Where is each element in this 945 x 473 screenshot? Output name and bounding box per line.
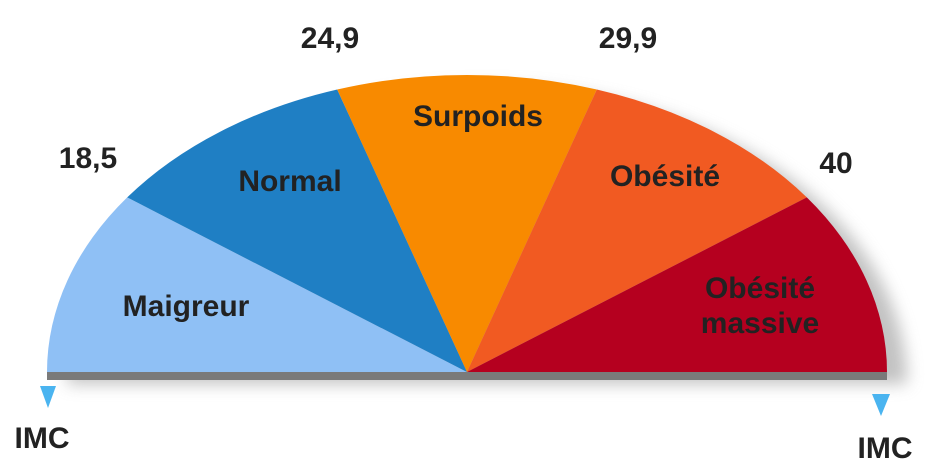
boundary-label: 40 <box>819 147 852 180</box>
boundary-label: 18,5 <box>59 142 117 175</box>
segment-label: Surpoids <box>413 100 543 133</box>
boundary-label: 29,9 <box>599 22 657 55</box>
base <box>47 372 887 380</box>
marker-left <box>40 386 56 408</box>
sector-obesite <box>467 89 807 372</box>
sector-surpoids <box>337 74 597 373</box>
segment-label: massive <box>701 307 819 340</box>
segment-label: Normal <box>238 165 341 198</box>
segment-label: Maigreur <box>123 290 250 323</box>
boundary-label: 24,9 <box>301 22 359 55</box>
axis-label: IMC <box>858 432 913 465</box>
axis-label: IMC <box>15 422 70 455</box>
marker-right <box>872 394 890 416</box>
sector-obesite-massive <box>467 197 887 372</box>
sector-normal <box>127 89 467 372</box>
segment-label: Obésité <box>610 160 720 193</box>
sector-maigreur <box>46 197 467 372</box>
segment-label: Obésité <box>705 272 815 305</box>
